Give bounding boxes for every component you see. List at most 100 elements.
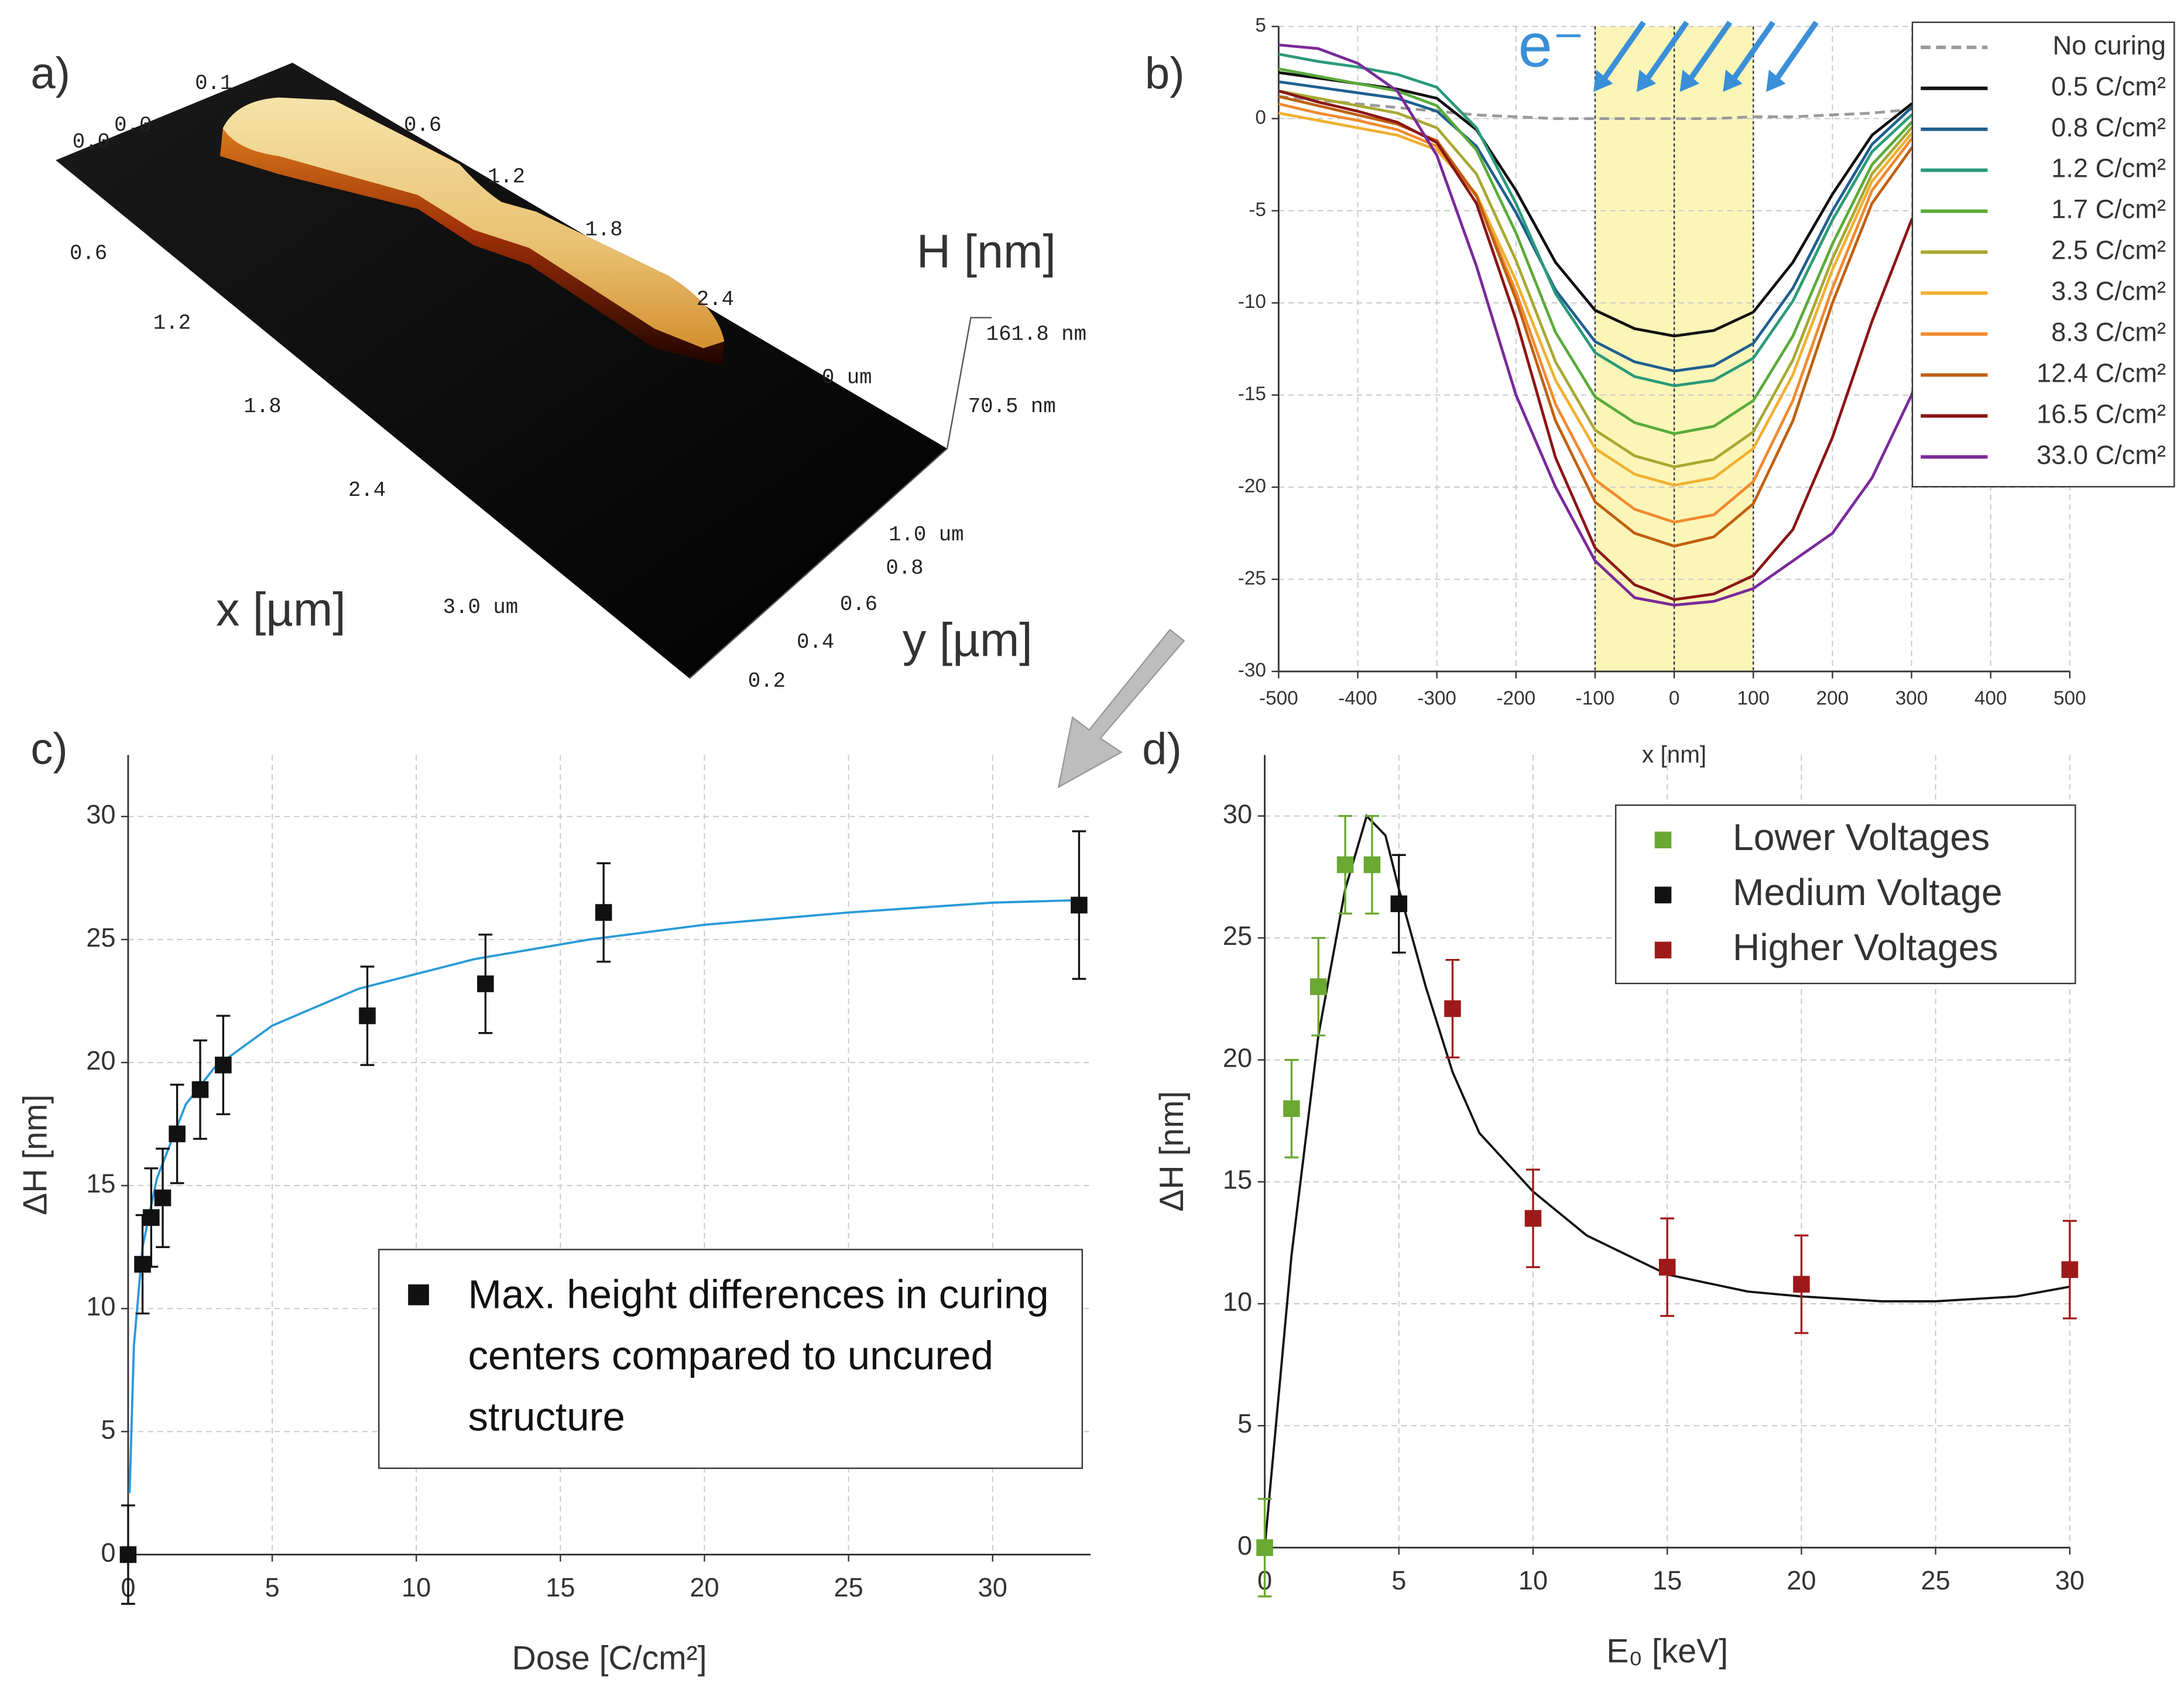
- afm-tick-label: 1.8: [585, 218, 622, 242]
- beam-arrow-head: [1723, 69, 1743, 92]
- afm-tick-label: 0.6: [840, 592, 877, 616]
- x-tick-label: 25: [1921, 1565, 1950, 1595]
- y-tick-label: 5: [101, 1414, 115, 1444]
- x-tick-label: -500: [1259, 687, 1298, 709]
- marker: [143, 1209, 160, 1226]
- legend-box: [1911, 21, 2175, 488]
- afm-tick-label: 1.2: [153, 311, 191, 335]
- y-tick-label: 5: [1237, 1409, 1252, 1438]
- y-tick-label: 25: [1223, 921, 1252, 951]
- y-tick-label: -25: [1238, 567, 1266, 589]
- x-tick-label: 15: [1652, 1565, 1682, 1595]
- legend-label: 0.5 C/cm²: [2051, 71, 2166, 101]
- link-arrow: [1057, 628, 1185, 789]
- x-tick-label: 20: [690, 1572, 719, 1602]
- x-tick-label: 0: [1669, 687, 1680, 709]
- y-tick-label: 25: [86, 923, 115, 952]
- legend-label: Max. height differences in curing center…: [468, 1273, 1049, 1441]
- beam-arrow-head: [1593, 69, 1613, 92]
- beam-arrow: [1643, 20, 1689, 84]
- beam-arrow-head: [1766, 69, 1786, 92]
- legend-marker: [1654, 831, 1672, 849]
- y-tick-label: 20: [1223, 1043, 1252, 1073]
- marker: [2061, 1261, 2079, 1278]
- afm-tick-label: 0.6: [404, 114, 441, 138]
- y-axis-label: ΔH [nm]: [16, 1094, 54, 1215]
- afm-tick-label: 0.1: [195, 71, 232, 95]
- marker: [215, 1056, 232, 1074]
- x-tick-label: 10: [1518, 1565, 1548, 1595]
- marker: [1309, 978, 1327, 995]
- afm-axis-label: x [µm]: [216, 583, 346, 636]
- x-tick-label: 200: [1816, 687, 1849, 709]
- afm-tick-label: 1.0 um: [889, 523, 964, 547]
- afm-tick-label: 70.5 nm: [968, 395, 1056, 419]
- x-axis-label: E₀ [keV]: [1606, 1633, 1728, 1670]
- marker: [1071, 896, 1088, 914]
- beam-arrow: [1772, 20, 1819, 84]
- beam-arrow: [1729, 20, 1775, 84]
- legend-box: [378, 1249, 1084, 1469]
- afm-tick-label: 2.4: [348, 478, 386, 502]
- legend-label: 33.0 C/cm²: [2036, 440, 2166, 470]
- afm-axis-label: y [µm]: [903, 614, 1033, 667]
- y-tick-label: -5: [1249, 199, 1266, 221]
- legend-label: 3.3 C/cm²: [2051, 276, 2166, 306]
- y-tick-label: 5: [1255, 15, 1266, 36]
- x-tick-label: -300: [1417, 687, 1456, 709]
- y-tick-label: -10: [1238, 291, 1266, 313]
- y-tick-label: 30: [1223, 799, 1252, 829]
- afm-tick-label: 0.4: [797, 630, 834, 654]
- marker: [1283, 1100, 1300, 1118]
- afm-axis-label: H [nm]: [917, 225, 1056, 278]
- x-tick-label: 500: [2053, 687, 2086, 709]
- legend-label: 2.5 C/cm²: [2051, 235, 2166, 265]
- beam-arrow: [1599, 20, 1646, 84]
- y-tick-label: -30: [1238, 660, 1266, 681]
- marker: [1793, 1276, 1810, 1293]
- legend-label: Lower Voltages: [1733, 816, 1990, 858]
- afm-tick-label: 2.4: [697, 287, 734, 311]
- panel-label: b): [1145, 49, 1185, 98]
- x-tick-label: 400: [1974, 687, 2007, 709]
- legend-label: 8.3 C/cm²: [2051, 317, 2166, 347]
- marker: [119, 1546, 137, 1563]
- legend-label: No curing: [2053, 30, 2166, 60]
- marker: [1658, 1259, 1676, 1276]
- legend-label: 1.2 C/cm²: [2051, 153, 2166, 183]
- y-tick-label: 15: [1223, 1165, 1252, 1195]
- marker: [169, 1125, 186, 1143]
- panel-label: c): [30, 724, 67, 774]
- legend-label: 12.4 C/cm²: [2036, 358, 2166, 388]
- x-axis-label: Dose [C/cm²]: [512, 1639, 707, 1677]
- marker: [1256, 1539, 1273, 1556]
- y-tick-label: 0: [1255, 107, 1266, 128]
- marker: [1444, 1000, 1461, 1017]
- marker: [595, 904, 612, 921]
- y-tick-label: 30: [86, 800, 115, 830]
- x-tick-label: 10: [402, 1572, 431, 1602]
- legend-label: 16.5 C/cm²: [2036, 399, 2166, 429]
- legend-label: 1.7 C/cm²: [2051, 194, 2166, 224]
- marker: [1336, 856, 1354, 873]
- legend-text: Max. height differences in curing center…: [468, 1273, 1049, 1441]
- afm-tick-label: 3.0 um: [443, 595, 519, 619]
- x-tick-label: 100: [1737, 687, 1770, 709]
- x-tick-label: 30: [978, 1572, 1007, 1602]
- beam-arrow-head: [1636, 69, 1657, 92]
- afm-axis: [689, 317, 992, 679]
- y-tick-label: 10: [86, 1291, 115, 1321]
- panel-label: d): [1142, 724, 1182, 774]
- legend-box: [1614, 804, 2076, 985]
- afm-top: [222, 97, 725, 348]
- x-tick-label: 5: [265, 1572, 279, 1602]
- legend-label: 0.8 C/cm²: [2051, 112, 2166, 142]
- marker: [134, 1256, 151, 1273]
- x-tick-label: 15: [546, 1572, 575, 1602]
- x-tick-label: 5: [1391, 1565, 1406, 1595]
- afm-plane: [56, 63, 948, 679]
- afm-tick-label: 0 um: [822, 365, 872, 389]
- y-tick-label: -15: [1238, 383, 1266, 405]
